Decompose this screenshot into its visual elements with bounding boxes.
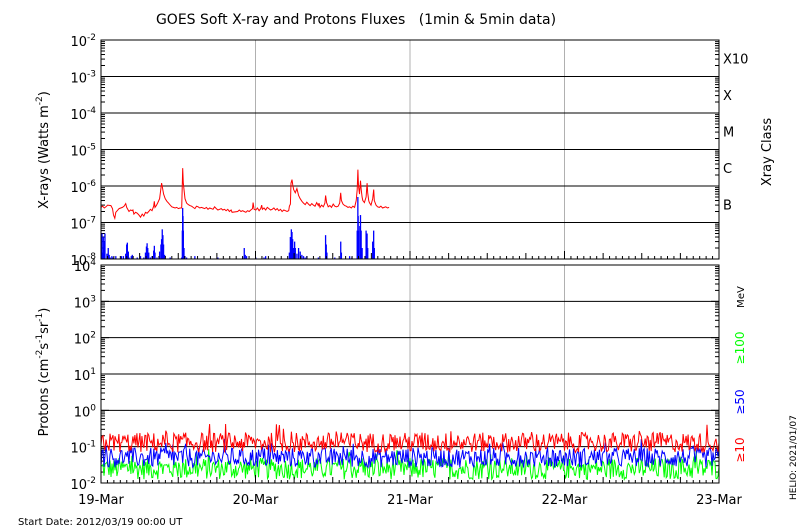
proton-ylabel-part-4: sr bbox=[37, 321, 52, 334]
x-axis: 19-Mar 20-Mar 21-Mar 22-Mar 23-Mar bbox=[78, 251, 743, 508]
xray-class-X: X bbox=[723, 89, 732, 104]
proton-series-0 bbox=[101, 423, 719, 454]
proton-ylabel-part-1: -2 bbox=[35, 350, 45, 359]
proton-ytick-6: 104 bbox=[74, 258, 97, 275]
xray-ylabel-end: ) bbox=[37, 91, 52, 96]
proton-ylabel-part-5: -1 bbox=[35, 313, 45, 322]
proton-ytick-3: 101 bbox=[74, 367, 96, 384]
proton-ylabel-part-0: Protons (cm bbox=[37, 359, 52, 437]
proton-ytick-6-base: 10 bbox=[74, 260, 91, 275]
xray-ylabel-sup: -2 bbox=[35, 96, 45, 105]
credit-label: HELIO: 2021/01/07 bbox=[789, 415, 799, 500]
xray-ytick-0-exp: -8 bbox=[87, 252, 96, 262]
xray-ylabel-main: X-rays (Watts m bbox=[37, 105, 52, 209]
proton-ylabel-part-3: -1 bbox=[35, 334, 45, 343]
proton-ytick-1: 10-1 bbox=[70, 440, 96, 457]
proton-unit-label: MeV bbox=[736, 286, 747, 308]
xray-class-title: Xray Class bbox=[760, 118, 775, 186]
proton-ytick-5: 103 bbox=[74, 294, 96, 311]
proton-ytick-3-base: 10 bbox=[74, 369, 91, 384]
xray-long-series bbox=[101, 168, 390, 221]
start-date-label: Start Date: 2012/03/19 00:00 UT bbox=[18, 517, 183, 528]
x-tick-label-1: 20-Mar bbox=[233, 493, 279, 508]
xray-ylabel: X-rays (Watts m-2) bbox=[35, 91, 52, 209]
proton-ytick-5-exp: 3 bbox=[90, 294, 96, 304]
xray-panel: 10-810-710-610-510-410-310-2BCMXX10Xray … bbox=[35, 33, 775, 269]
proton-legend-2: ≥10 bbox=[733, 437, 747, 462]
x-tick-label-4: 23-Mar bbox=[696, 493, 742, 508]
proton-series-group bbox=[101, 423, 719, 482]
xray-ytick-5: 10-3 bbox=[70, 70, 96, 87]
proton-ytick-6-exp: 4 bbox=[90, 258, 96, 268]
xray-ytick-5-exp: -3 bbox=[87, 70, 96, 80]
xray-ytick-3: 10-5 bbox=[70, 143, 96, 160]
xray-ytick-0-base: 10 bbox=[70, 254, 87, 269]
proton-ytick-2: 100 bbox=[74, 403, 97, 420]
proton-ytick-4-base: 10 bbox=[74, 333, 91, 348]
chart-title: GOES Soft X-ray and Protons Fluxes (1min… bbox=[156, 12, 556, 28]
xray-ytick-4-exp: -4 bbox=[87, 106, 96, 116]
xray-ytick-1-exp: -7 bbox=[87, 216, 96, 226]
xray-ytick-4: 10-4 bbox=[70, 106, 96, 123]
xray-ytick-2-base: 10 bbox=[70, 181, 87, 196]
xray-ytick-6-base: 10 bbox=[70, 35, 87, 50]
proton-ylabel: Protons (cm-2s-1sr-1) bbox=[35, 308, 52, 437]
proton-ytick-3-exp: 1 bbox=[90, 367, 96, 377]
proton-series-2 bbox=[101, 449, 719, 482]
proton-ytick-0-base: 10 bbox=[70, 478, 87, 493]
xray-ytick-3-exp: -5 bbox=[87, 143, 96, 153]
proton-ytick-1-base: 10 bbox=[70, 442, 87, 457]
proton-ylabel-part-6: ) bbox=[37, 308, 52, 313]
xray-ytick-5-base: 10 bbox=[70, 72, 87, 87]
xray-ytick-6-exp: -2 bbox=[87, 33, 96, 43]
xray-class-B: B bbox=[723, 198, 732, 213]
proton-ytick-2-base: 10 bbox=[74, 405, 91, 420]
xray-ytick-0: 10-8 bbox=[70, 252, 96, 269]
x-tick-label-3: 22-Mar bbox=[542, 493, 588, 508]
proton-ytick-1-exp: -1 bbox=[87, 440, 96, 450]
proton-ytick-0: 10-2 bbox=[70, 476, 96, 493]
xray-class-C: C bbox=[723, 162, 732, 177]
xray-short-series bbox=[101, 196, 375, 259]
xray-ytick-4-base: 10 bbox=[70, 108, 87, 123]
xray-ytick-2: 10-6 bbox=[70, 179, 96, 196]
xray-class-M: M bbox=[723, 125, 734, 140]
xray-class-X10: X10 bbox=[723, 52, 748, 67]
xray-ytick-1-base: 10 bbox=[70, 218, 87, 233]
proton-legend-0: ≥100 bbox=[733, 332, 747, 365]
proton-legend-1: ≥50 bbox=[733, 389, 747, 414]
xray-ytick-3-base: 10 bbox=[70, 145, 87, 160]
proton-ylabel-part-2: s bbox=[37, 343, 52, 350]
proton-ytick-4-exp: 2 bbox=[90, 331, 96, 341]
proton-ytick-5-base: 10 bbox=[74, 296, 91, 311]
proton-ytick-0-exp: -2 bbox=[87, 476, 96, 486]
proton-ytick-2-exp: 0 bbox=[90, 403, 96, 413]
xray-ytick-6: 10-2 bbox=[70, 33, 96, 50]
x-tick-label-0: 19-Mar bbox=[78, 493, 124, 508]
x-tick-label-2: 21-Mar bbox=[387, 493, 433, 508]
proton-ytick-4: 102 bbox=[74, 331, 96, 348]
xray-ytick-1: 10-7 bbox=[70, 216, 96, 233]
xray-ytick-2-exp: -6 bbox=[87, 179, 96, 189]
